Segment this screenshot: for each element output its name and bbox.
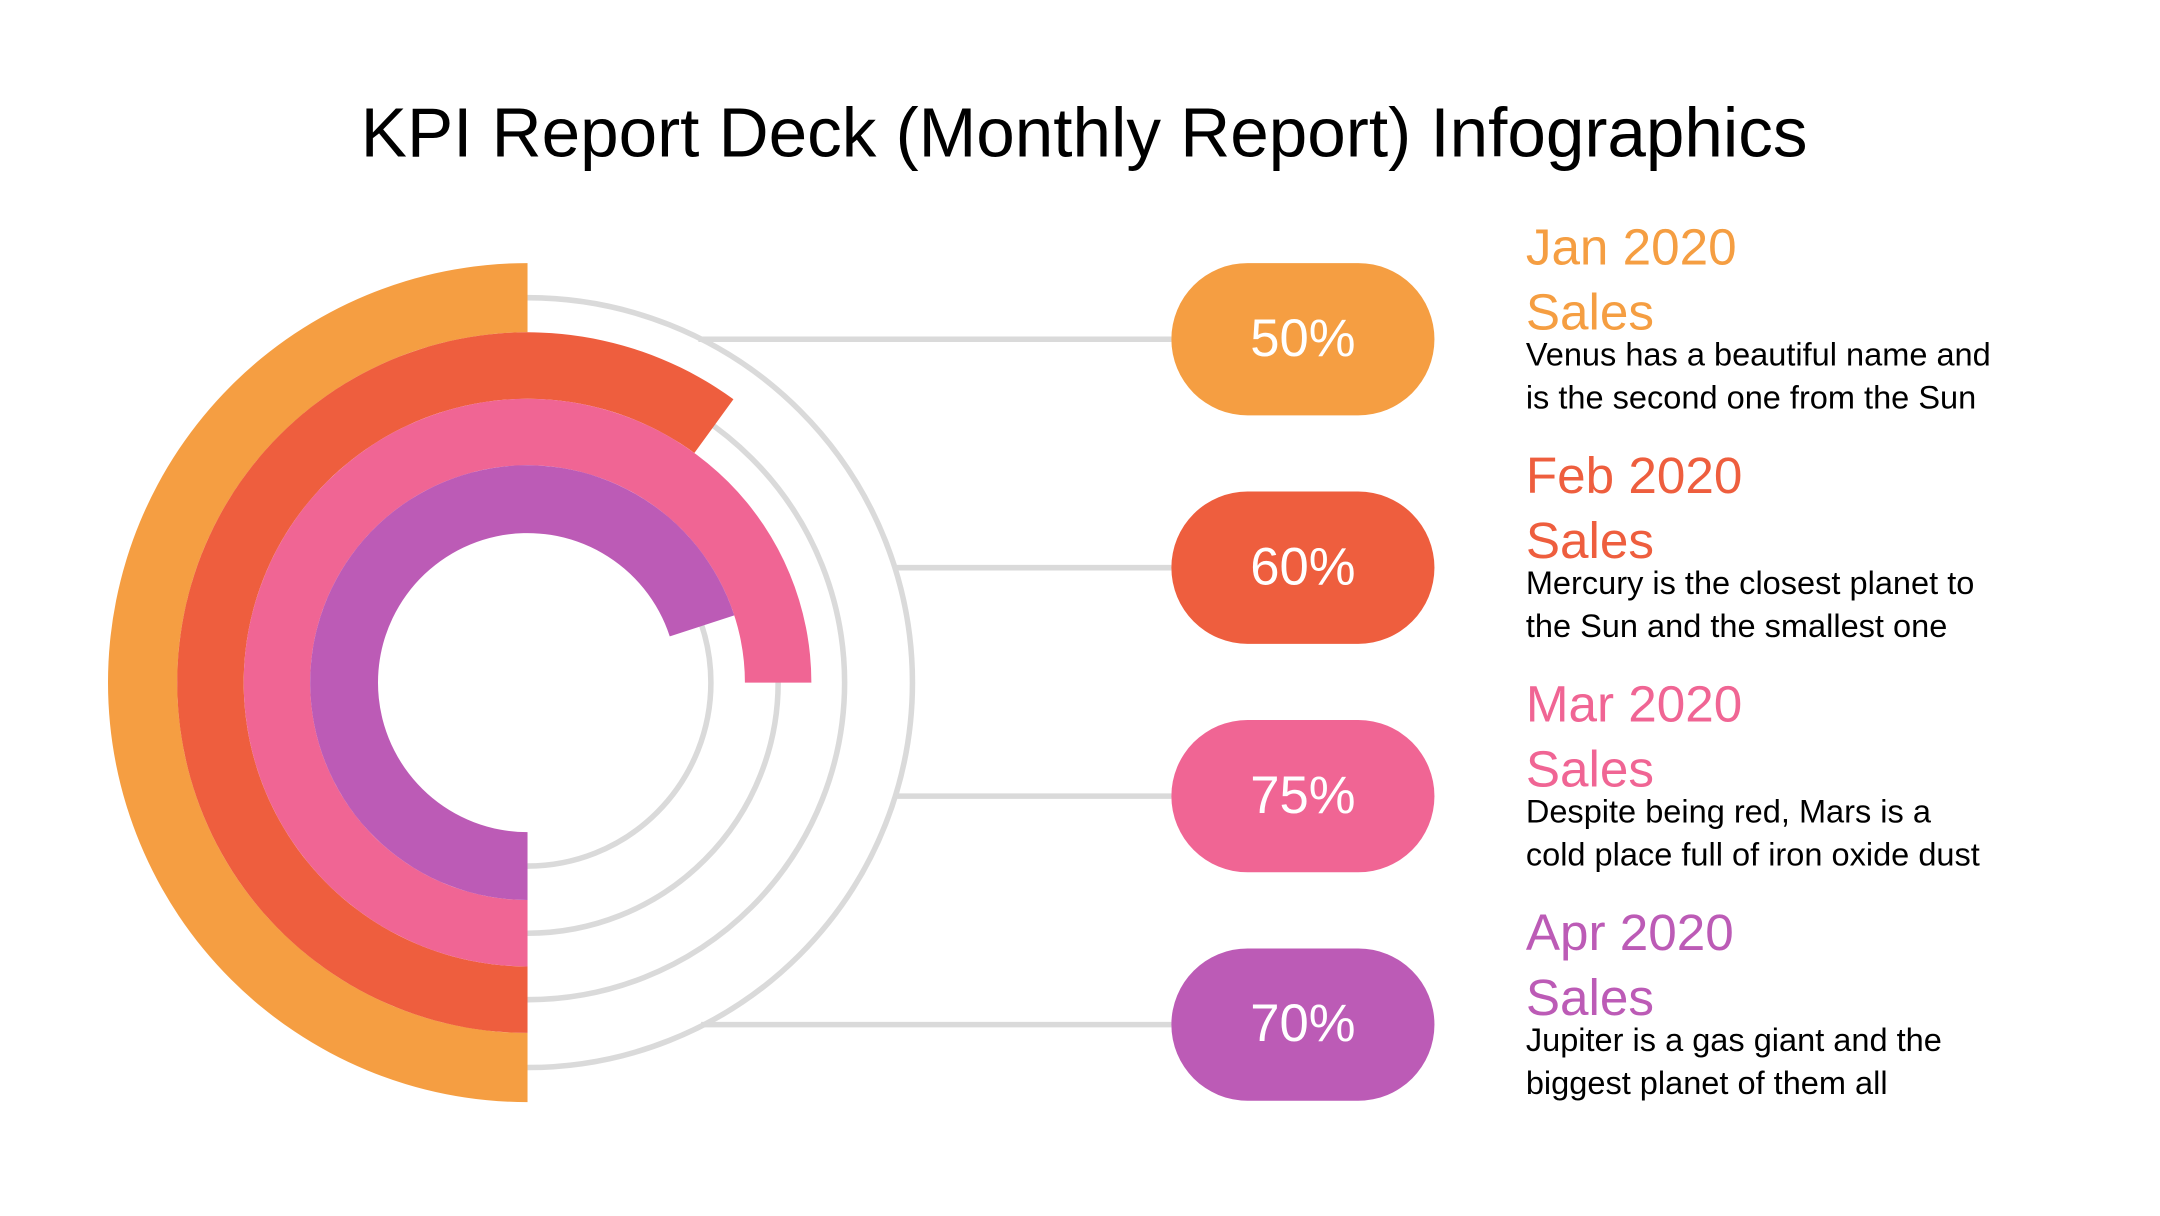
kpi-pill-jan: 50% [1171,263,1435,416]
kpi-desc-line: biggest planet of them all [1525,1064,1888,1101]
kpi-desc-line: Venus has a beautiful name and [1525,336,1991,373]
kpi-month: Feb 2020 [1525,447,1743,504]
kpi-info-feb: Feb 2020 Sales Mercury is the closest pl… [1526,443,2135,648]
track-ring [527,294,916,1071]
kpi-desc-line: Despite being red, Mars is a [1525,793,1931,830]
kpi-pill-feb: 60% [1171,491,1435,644]
kpi-month: Mar 2020 [1525,675,1743,733]
kpi-info-jan: Jan 2020 Sales Venus has a beautiful nam… [1526,215,2135,420]
kpi-metric: Sales [1525,969,1654,1026]
kpi-pill-apr: 70% [1171,948,1435,1101]
kpi-metric: Sales [1525,512,1654,570]
kpi-desc-line: Jupiter is a gas giant and the [1525,1021,1942,1058]
kpi-pill-mar: 75% [1171,719,1435,873]
value-arc-jan [107,263,528,1103]
kpi-desc-line: cold place full of iron oxide dust [1525,836,1980,873]
kpi-desc-line: Mercury is the closest planet to [1525,564,1975,601]
kpi-desc-line: the Sun and the smallest one [1525,607,1948,644]
kpi-month: Apr 2020 [1525,904,1734,961]
kpi-month: Jan 2020 [1525,218,1737,276]
kpi-desc-line: is the second one from the Sun [1525,379,1977,416]
page-title: KPI Report Deck (Monthly Report) Infogra… [360,94,1808,172]
kpi-metric: Sales [1525,740,1654,798]
value-arc-feb [177,332,734,1033]
kpi-info-mar: Mar 2020 Sales Despite being red, Mars i… [1526,672,2135,877]
value-arc-apr [310,465,735,900]
kpi-metric: Sales [1525,283,1654,341]
kpi-info-apr: Apr 2020 Sales Jupiter is a gas giant an… [1526,900,2135,1105]
